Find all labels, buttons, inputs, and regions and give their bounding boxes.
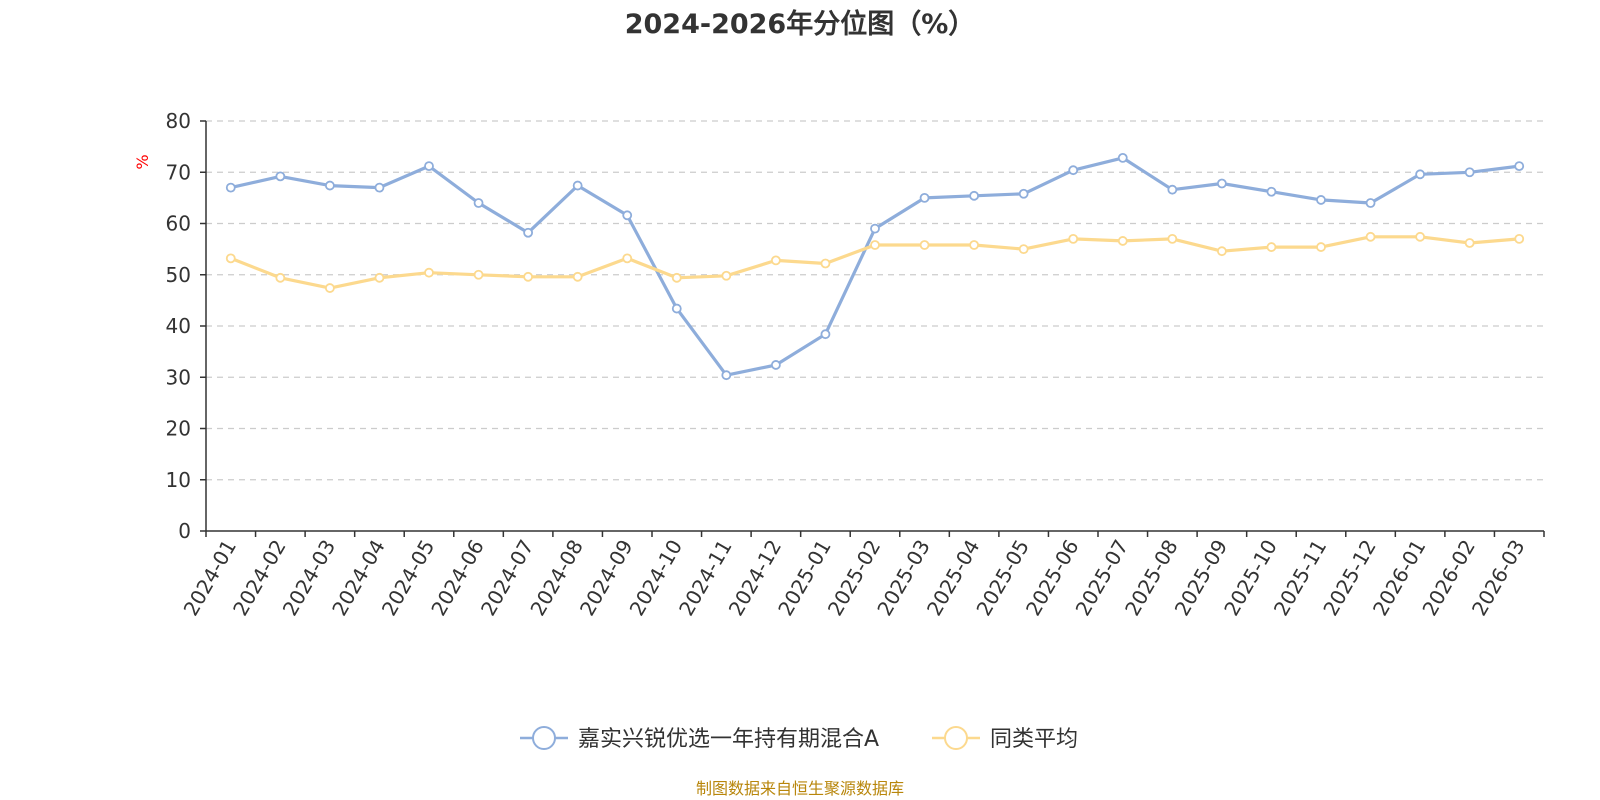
data-point[interactable] bbox=[1316, 242, 1326, 252]
data-point[interactable] bbox=[1167, 184, 1178, 195]
series-lines bbox=[225, 152, 1525, 381]
data-point[interactable] bbox=[1216, 178, 1227, 189]
data-point[interactable] bbox=[374, 272, 385, 283]
legend-marker-icon bbox=[944, 726, 968, 750]
data-point[interactable] bbox=[225, 253, 236, 264]
data-point[interactable] bbox=[1117, 152, 1128, 163]
series-peer-average bbox=[225, 231, 1525, 293]
data-point[interactable] bbox=[1365, 231, 1376, 242]
data-point[interactable] bbox=[1167, 233, 1178, 244]
data-point[interactable] bbox=[969, 240, 980, 250]
data-point[interactable] bbox=[870, 240, 880, 250]
data-point[interactable] bbox=[969, 190, 980, 201]
legend-item-peer-average[interactable]: 同类平均 bbox=[932, 726, 1078, 752]
data-point[interactable] bbox=[721, 270, 732, 281]
y-tick-label: 0 bbox=[178, 519, 191, 543]
data-point[interactable] bbox=[1365, 198, 1376, 208]
data-point[interactable] bbox=[770, 360, 781, 370]
y-tick-label: 80 bbox=[166, 109, 191, 133]
data-point[interactable] bbox=[1266, 186, 1277, 197]
data-point[interactable] bbox=[919, 240, 930, 250]
series-line bbox=[230, 156, 1520, 377]
legend[interactable]: 嘉实兴锐优选一年持有期混合A 同类平均 bbox=[520, 726, 1078, 752]
data-point[interactable] bbox=[1514, 161, 1525, 172]
data-point[interactable] bbox=[1266, 242, 1277, 252]
data-point[interactable] bbox=[1514, 233, 1525, 244]
legend-label: 同类平均 bbox=[990, 727, 1078, 752]
data-point[interactable] bbox=[1216, 246, 1227, 257]
data-point[interactable] bbox=[1316, 195, 1326, 205]
data-point[interactable] bbox=[622, 210, 633, 221]
data-point[interactable] bbox=[671, 272, 682, 283]
data-point[interactable] bbox=[324, 283, 335, 293]
data-point[interactable] bbox=[572, 271, 583, 282]
legend-marker-icon bbox=[532, 726, 556, 750]
data-point[interactable] bbox=[1068, 233, 1079, 244]
data-point[interactable] bbox=[225, 182, 236, 193]
data-point[interactable] bbox=[275, 171, 286, 182]
data-point[interactable] bbox=[820, 258, 831, 269]
y-tick-label: 70 bbox=[166, 160, 191, 184]
grid-lines bbox=[206, 120, 1544, 481]
axes: 010203040506070802024-012024-022024-0320… bbox=[166, 109, 1545, 620]
y-axis-unit-label: % bbox=[133, 154, 152, 169]
data-point[interactable] bbox=[721, 370, 732, 381]
legend-item-fund[interactable]: 嘉实兴锐优选一年持有期混合A bbox=[520, 726, 879, 752]
data-point[interactable] bbox=[275, 272, 286, 283]
data-point[interactable] bbox=[622, 253, 633, 264]
data-point[interactable] bbox=[1415, 231, 1426, 242]
y-tick-label: 40 bbox=[166, 314, 191, 338]
data-point[interactable] bbox=[1018, 244, 1029, 255]
data-point[interactable] bbox=[1415, 169, 1426, 180]
data-point[interactable] bbox=[374, 182, 385, 193]
series-fund bbox=[225, 152, 1525, 381]
data-point[interactable] bbox=[820, 329, 831, 340]
data-point[interactable] bbox=[473, 198, 484, 208]
data-point[interactable] bbox=[424, 161, 434, 172]
data-point[interactable] bbox=[1068, 165, 1079, 176]
data-point[interactable] bbox=[523, 227, 534, 238]
data-point[interactable] bbox=[770, 255, 781, 266]
data-point[interactable] bbox=[1464, 167, 1475, 178]
data-point[interactable] bbox=[523, 271, 534, 282]
data-point[interactable] bbox=[1117, 236, 1128, 246]
data-point[interactable] bbox=[1018, 188, 1029, 199]
y-tick-label: 20 bbox=[166, 417, 191, 441]
data-point[interactable] bbox=[424, 267, 434, 278]
data-point[interactable] bbox=[1464, 238, 1475, 248]
data-point[interactable] bbox=[870, 223, 880, 234]
y-tick-label: 30 bbox=[166, 365, 191, 389]
y-tick-label: 50 bbox=[166, 263, 191, 287]
data-point[interactable] bbox=[473, 269, 484, 280]
y-tick-label: 60 bbox=[166, 212, 191, 236]
data-point[interactable] bbox=[572, 180, 583, 191]
data-point[interactable] bbox=[324, 180, 335, 191]
data-source-note: 制图数据来自恒生聚源数据库 bbox=[696, 779, 904, 798]
legend-label: 嘉实兴锐优选一年持有期混合A bbox=[578, 727, 879, 752]
data-point[interactable] bbox=[919, 192, 930, 203]
y-tick-label: 10 bbox=[166, 468, 191, 492]
chart-title: 2024-2026年分位图（%） bbox=[625, 8, 976, 40]
data-point[interactable] bbox=[671, 303, 682, 314]
